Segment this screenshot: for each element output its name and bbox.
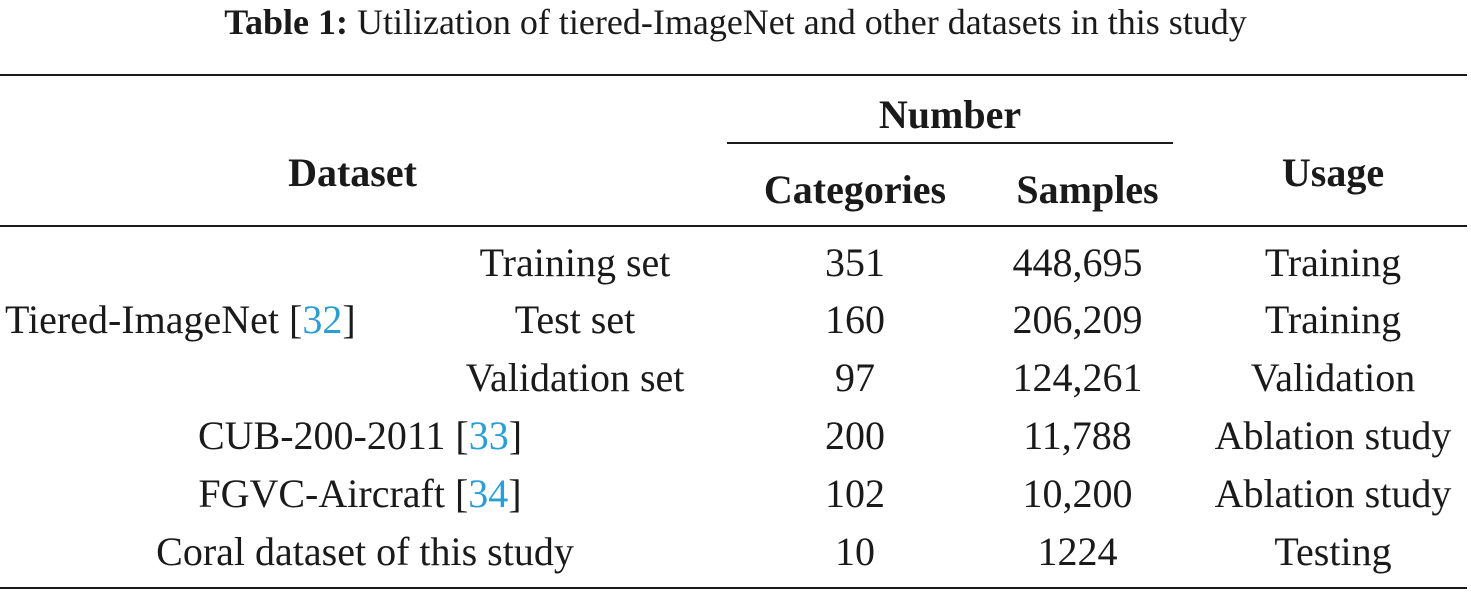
dataset-fgvc: FGVC-Aircraft [34] bbox=[198, 471, 522, 516]
tiered-test-categories: 160 bbox=[825, 297, 885, 342]
tiered-training-categories: 351 bbox=[825, 240, 885, 285]
coral-usage: Testing bbox=[1274, 529, 1392, 574]
tiered-test-samples: 206,209 bbox=[1012, 297, 1143, 342]
number-group-rule bbox=[727, 142, 1173, 144]
citation-ref: 32 bbox=[302, 297, 343, 342]
tiered-subset-training: Training set bbox=[479, 240, 671, 285]
tiered-training-usage: Training bbox=[1264, 240, 1402, 285]
tiered-imagenet-name: Tiered-ImageNet [32] bbox=[5, 297, 356, 342]
header-usage: Usage bbox=[1281, 150, 1385, 195]
table-caption: Table 1: Utilization of tiered-ImageNet … bbox=[0, 0, 1471, 44]
cub-samples: 11,788 bbox=[1023, 413, 1132, 458]
fgvc-usage: Ablation study bbox=[1214, 471, 1452, 516]
fgvc-categories: 102 bbox=[825, 471, 885, 516]
dataset-cub: CUB-200-2011 [33] bbox=[197, 413, 523, 458]
caption-label: Table 1: bbox=[224, 2, 348, 42]
tiered-subset-test: Test set bbox=[514, 297, 636, 342]
header-dataset: Dataset bbox=[288, 150, 417, 195]
coral-categories: 10 bbox=[835, 529, 875, 574]
caption-text: Utilization of tiered-ImageNet and other… bbox=[356, 2, 1247, 42]
tiered-test-usage: Training bbox=[1264, 297, 1402, 342]
tiered-subset-validation: Validation set bbox=[465, 355, 685, 400]
cub-usage: Ablation study bbox=[1214, 413, 1452, 458]
citation-ref: 33 bbox=[468, 413, 509, 458]
top-rule bbox=[0, 74, 1467, 76]
tiered-validation-samples: 124,261 bbox=[1012, 355, 1143, 400]
tiered-validation-categories: 97 bbox=[835, 355, 875, 400]
cub-categories: 200 bbox=[825, 413, 885, 458]
fgvc-samples: 10,200 bbox=[1022, 471, 1133, 516]
header-number: Number bbox=[878, 92, 1022, 137]
tiered-training-samples: 448,695 bbox=[1012, 240, 1143, 285]
coral-samples: 1224 bbox=[1037, 529, 1118, 574]
bottom-rule bbox=[0, 587, 1467, 589]
citation-ref: 34 bbox=[468, 471, 509, 516]
tiered-validation-usage: Validation bbox=[1250, 355, 1416, 400]
dataset-coral: Coral dataset of this study bbox=[156, 529, 574, 574]
header-samples: Samples bbox=[1016, 167, 1159, 212]
header-bottom-rule bbox=[0, 225, 1467, 227]
header-categories: Categories bbox=[763, 167, 947, 212]
